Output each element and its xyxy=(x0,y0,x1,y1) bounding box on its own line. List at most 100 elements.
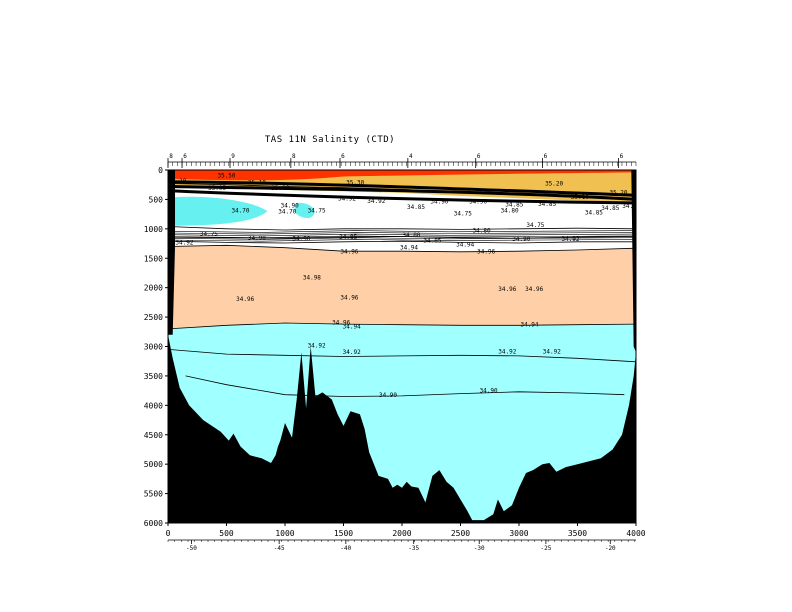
longitude-tick-label: -40 xyxy=(340,545,351,552)
contour-line-thermocline xyxy=(168,233,636,237)
contour-label: 35.20 xyxy=(609,190,627,197)
x-tick-label: 3000 xyxy=(509,529,528,538)
y-tick-label: 500 xyxy=(149,195,164,204)
longitude-axis: -50 -45 -40 -35 -30 -25 -20 xyxy=(167,539,636,552)
contour-label: 34.92 xyxy=(543,349,561,356)
contour-label: 34.90 xyxy=(281,203,299,210)
x-tick-label: 4000 xyxy=(626,529,645,538)
station-tick-label: 8 xyxy=(169,153,173,160)
x-tick-label: 2500 xyxy=(451,529,470,538)
longitude-tick-label: -30 xyxy=(474,545,485,552)
station-tick-label: 6 xyxy=(477,153,481,160)
contour-line-thermocline xyxy=(168,235,636,239)
station-tick-label: 6 xyxy=(620,153,624,160)
contour-label: 35.10 xyxy=(571,194,589,201)
contour-label: 34.94 xyxy=(456,242,474,249)
contour-label: 34.85 xyxy=(538,201,556,208)
contour-label: 35.20 xyxy=(545,180,563,187)
band-surface-max xyxy=(168,170,636,181)
contour-line-34.90 xyxy=(168,240,636,244)
contour-label: 34.96 xyxy=(236,296,254,303)
contour-label: 34.85 xyxy=(601,205,619,212)
contour-label: 34.92 xyxy=(367,198,385,205)
x-tick-label: 2000 xyxy=(392,529,411,538)
contour-line-mixed-layer xyxy=(168,180,636,197)
x-tick-label: 500 xyxy=(219,529,234,538)
contour-label: 34.92 xyxy=(498,349,516,356)
contour-line-mixed-layer xyxy=(168,189,636,205)
contour-label: 34.75 xyxy=(526,222,544,229)
contour-line-thermocline xyxy=(168,237,636,240)
chart-title: TAS 11N Salinity (CTD) xyxy=(265,135,395,145)
x-tick-label: 0 xyxy=(166,529,171,538)
contour-label: 34.94 xyxy=(400,244,418,251)
longitude-tick-label: -20 xyxy=(605,545,616,552)
contour-label: 35.10 xyxy=(463,188,481,195)
contour-label: 35.00 xyxy=(271,185,289,192)
contour-label: 34.94 xyxy=(520,322,538,329)
contour-label: 34.96 xyxy=(498,286,516,293)
contour-line-34.90 xyxy=(185,375,625,397)
contour-line-34.96 xyxy=(168,322,636,330)
y-tick-label: 6000 xyxy=(144,519,163,528)
contour-label: 34.85 xyxy=(339,234,357,241)
contour-label: 35.10 xyxy=(168,178,186,185)
contour-label: 34.75 xyxy=(308,207,326,214)
longitude-tick-label: -35 xyxy=(408,545,419,552)
contour-line-thermocline xyxy=(168,232,636,235)
y-tick-label: 4000 xyxy=(144,401,163,410)
contour-line-mixed-layer xyxy=(168,184,636,201)
y-tick-label: 4500 xyxy=(144,431,163,440)
y-tick-label: 5000 xyxy=(144,460,163,469)
contour-label: 34.90 xyxy=(469,199,487,206)
seafloor xyxy=(168,334,636,523)
contour-label: 34.85 xyxy=(407,204,425,211)
contour-label: 34.70 xyxy=(278,209,296,216)
contour-label: 34.92 xyxy=(343,349,361,356)
x-axis: 0 500 1000 1500 2000 2500 3000 3500 4000 xyxy=(166,523,646,538)
x-tick-label: 1500 xyxy=(334,529,353,538)
bathymetry xyxy=(168,170,636,523)
x-tick-label: 1000 xyxy=(275,529,294,538)
longitude-tick-label: -25 xyxy=(540,545,551,552)
contour-label: 34.80 xyxy=(402,232,420,239)
contour-label: 34.96 xyxy=(332,320,350,327)
contour-label: 34.92 xyxy=(338,196,356,203)
contour-label: 34.90 xyxy=(379,392,397,399)
contour-line-thermocline xyxy=(168,230,636,233)
contour-label: 34.96 xyxy=(340,249,358,256)
longitude-tick-label: -45 xyxy=(274,545,285,552)
y-tick-label: 1500 xyxy=(144,254,163,263)
contour-label: 34.90 xyxy=(292,236,310,243)
y-tick-label: 2000 xyxy=(144,284,163,293)
contour-line-34.96 xyxy=(168,244,636,253)
y-tick-label: 0 xyxy=(158,166,163,175)
station-tick-label: 4 xyxy=(409,153,413,160)
seafloor-west-wall xyxy=(168,170,176,335)
y-tick-label: 1000 xyxy=(144,225,163,234)
station-tick-label: 6 xyxy=(544,153,548,160)
station-tick-label: 6 xyxy=(341,153,345,160)
contour-label: 34.94 xyxy=(343,323,361,330)
y-tick-label: 5500 xyxy=(144,490,163,499)
contour-label: 34.96 xyxy=(525,286,543,293)
contour-line-34.80 xyxy=(168,226,636,231)
seafloor-east-wall xyxy=(631,170,636,353)
contour-label: 35.05 xyxy=(208,185,226,192)
contour-label: 34.98 xyxy=(303,274,321,281)
station-axis: 8 6 9 8 6 4 6 6 6 xyxy=(167,153,637,168)
station-tick-label: 8 xyxy=(292,153,296,160)
contour-label: 34.75 xyxy=(200,231,218,238)
station-tick-label: 9 xyxy=(231,153,235,160)
contour-label: 35.10 xyxy=(248,180,266,187)
contour-lines xyxy=(168,180,636,397)
contour-labels: 35.50 35.10 35.05 35.10 35.00 35.30 35.10 35.20… xyxy=(168,173,640,400)
y-tick-label: 3500 xyxy=(144,372,163,381)
contour-label: 34.75 xyxy=(454,210,472,217)
contour-label: 34.85 xyxy=(423,237,441,244)
contour-label: 34.90 xyxy=(480,387,498,394)
contour-label: 34.85 xyxy=(585,210,603,217)
contour-label: 34.90 xyxy=(622,203,640,210)
contour-label: 34.92 xyxy=(175,240,193,247)
